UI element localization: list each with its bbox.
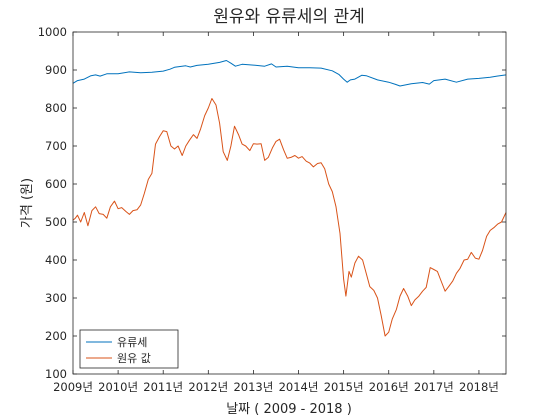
x-axis-label: 날짜 ( 2009 - 2018 ) bbox=[226, 402, 352, 417]
y-tick-label-6: 700 bbox=[45, 139, 67, 153]
y-axis: 100 200 300 400 500 600 700 800 900 1000 bbox=[38, 25, 506, 381]
series-line-1 bbox=[72, 98, 507, 337]
x-tick-label-1: 2010년 bbox=[98, 380, 138, 394]
x-tick-label-9: 2018년 bbox=[459, 380, 499, 394]
y-tick-label-3: 400 bbox=[45, 253, 67, 267]
y-tick-label-4: 500 bbox=[45, 215, 67, 229]
series-line-0 bbox=[72, 60, 507, 87]
x-tick-label-3: 2012년 bbox=[188, 380, 228, 394]
y-axis-label: 가격 (원) bbox=[20, 178, 35, 228]
x-tick-label-0: 2009년 bbox=[53, 380, 93, 394]
series-layer bbox=[72, 60, 507, 337]
x-tick-label-5: 2014년 bbox=[279, 380, 319, 394]
legend-label-fuel-tax: 유류세 bbox=[117, 336, 147, 349]
x-axis: 2009년 2010년 2011년 2012년 2013년 2014년 2015년 2016년… bbox=[53, 32, 499, 394]
legend: 유류세 원유 값 bbox=[79, 329, 179, 369]
legend-box bbox=[79, 329, 179, 369]
x-tick-label-6: 2015년 bbox=[324, 380, 364, 394]
y-tick-label-8: 900 bbox=[45, 63, 67, 77]
y-tick-label-7: 800 bbox=[45, 101, 67, 115]
y-tick-label-0: 100 bbox=[45, 367, 67, 381]
x-tick-label-7: 2016년 bbox=[369, 380, 409, 394]
plot-area-frame bbox=[72, 31, 507, 375]
x-tick-label-2: 2011년 bbox=[143, 380, 183, 394]
y-tick-label-5: 600 bbox=[45, 177, 67, 191]
y-tick-label-1: 200 bbox=[45, 329, 67, 343]
y-tick-label-9: 1000 bbox=[38, 25, 67, 39]
legend-label-crude-oil: 원유 값 bbox=[117, 352, 151, 365]
y-tick-label-2: 300 bbox=[45, 291, 67, 305]
x-tick-label-8: 2017년 bbox=[414, 380, 454, 394]
chart-title: 원유와 유류세의 관계 bbox=[213, 7, 365, 27]
x-tick-label-4: 2013년 bbox=[233, 380, 273, 394]
